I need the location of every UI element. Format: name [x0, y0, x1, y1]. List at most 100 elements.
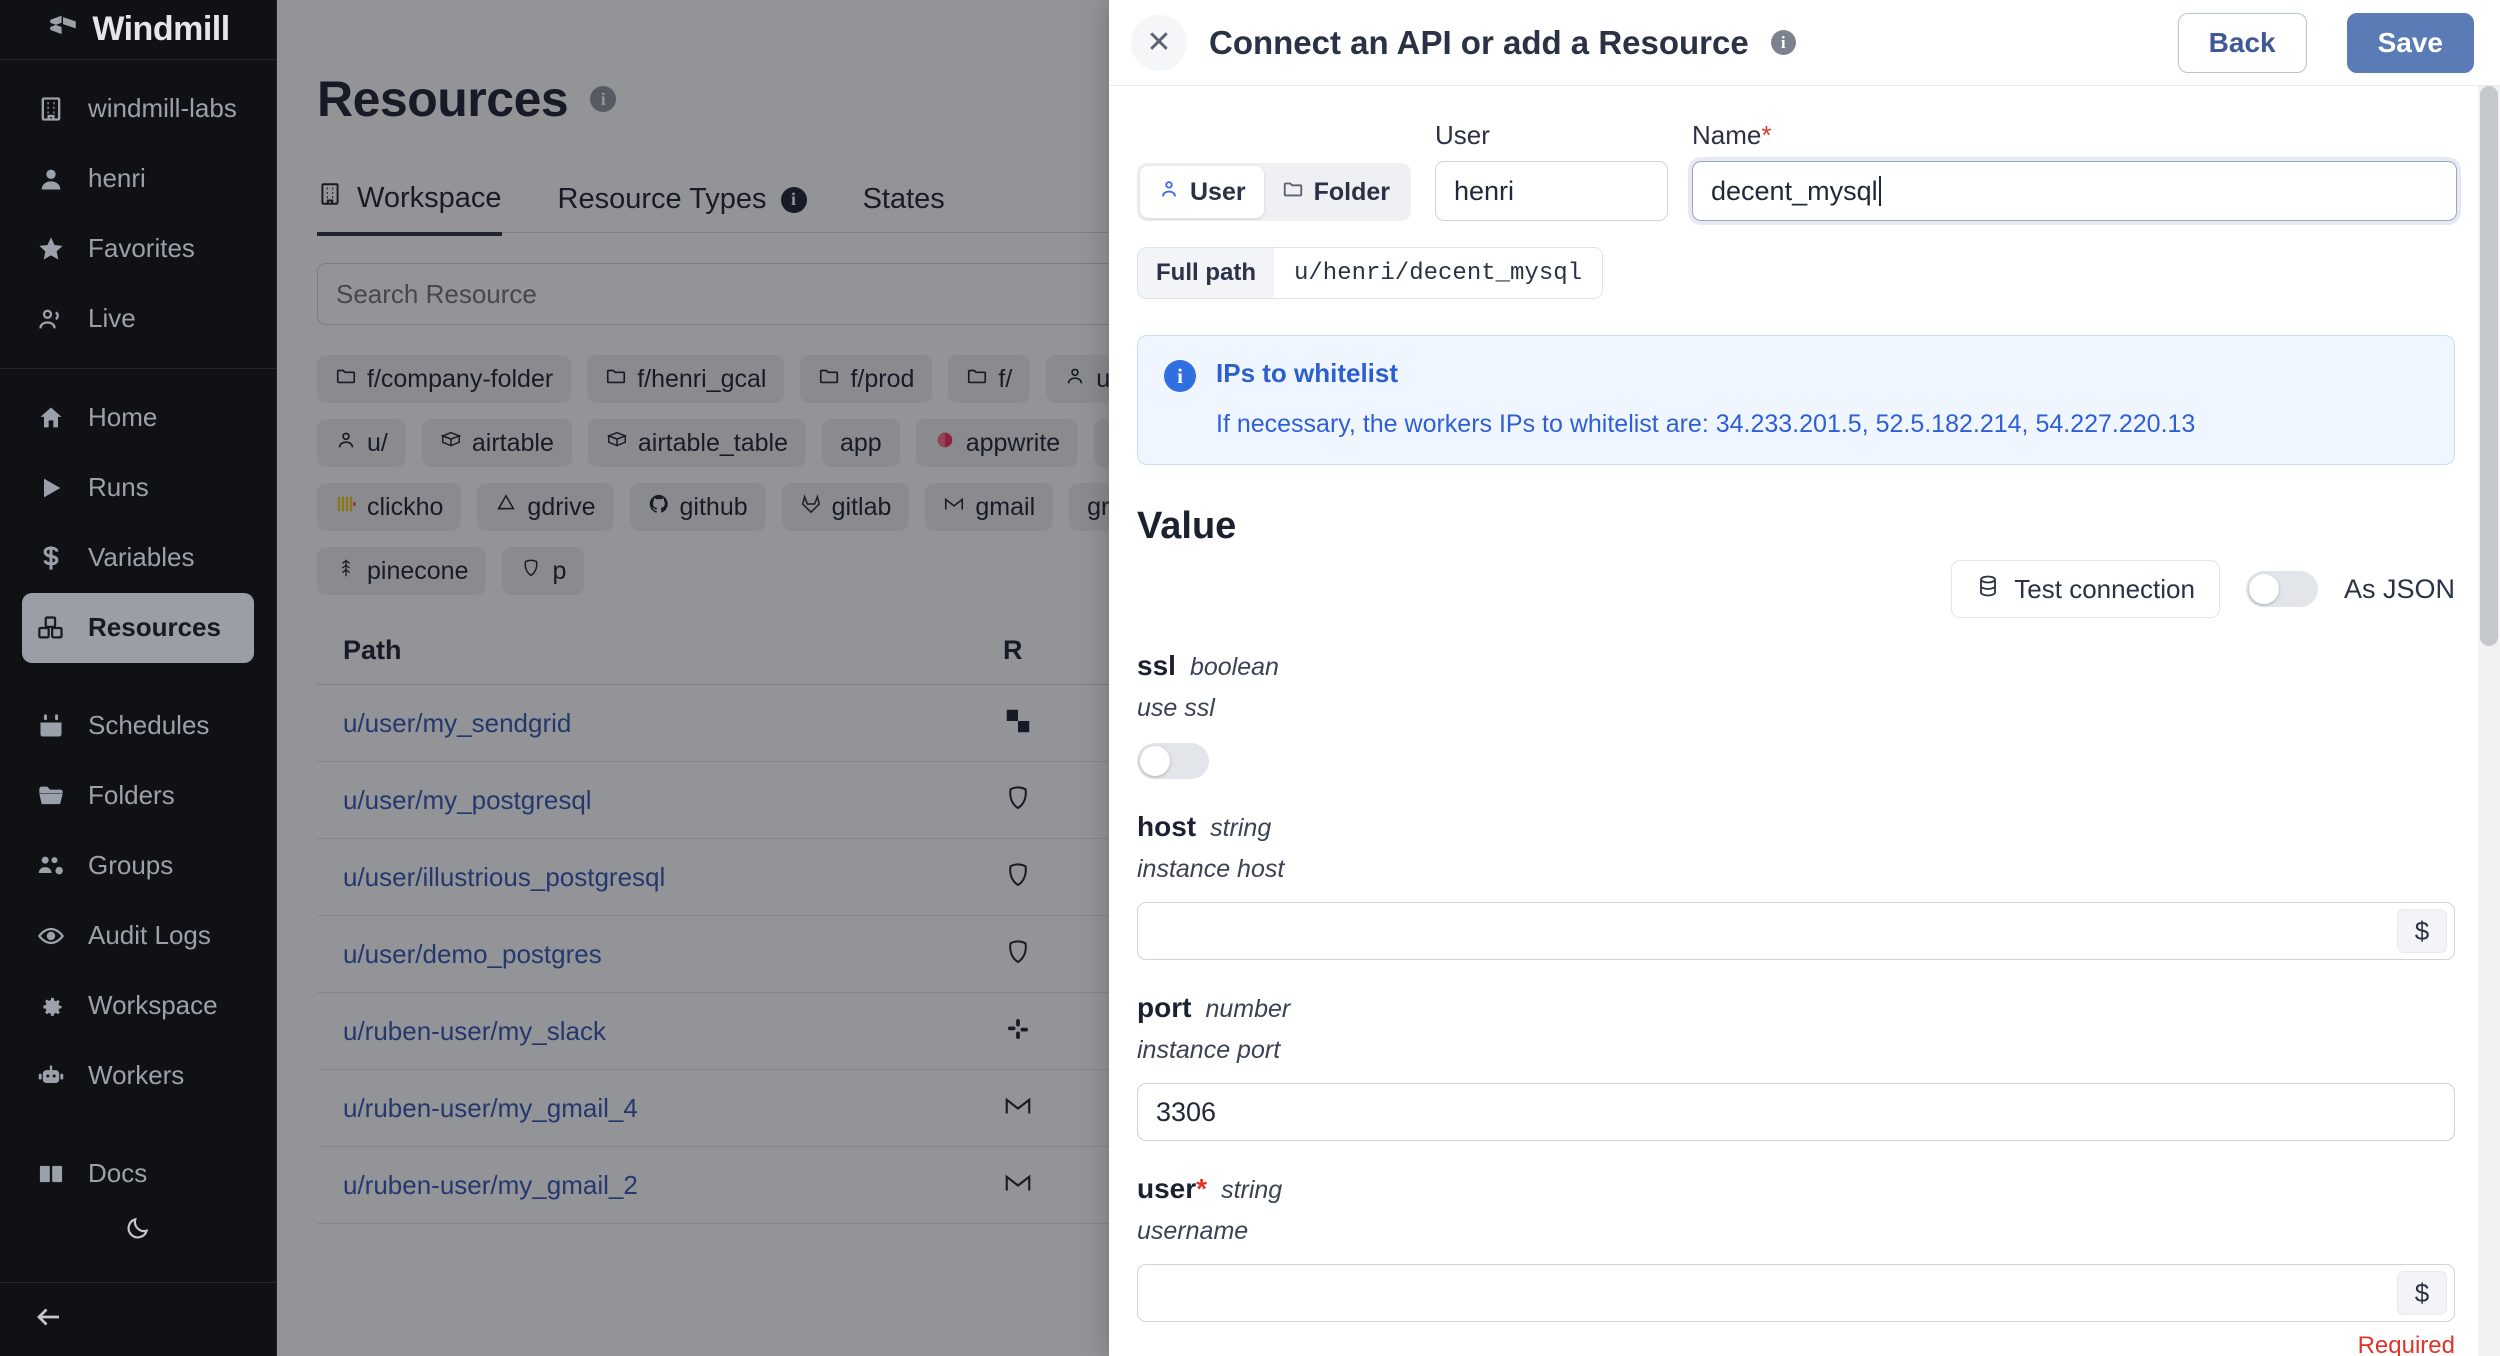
search-input[interactable]: Search Resource — [317, 263, 1647, 325]
name-input[interactable]: decent_mysql — [1692, 161, 2457, 221]
tab-workspace[interactable]: Workspace — [317, 180, 502, 236]
chip-label: f/henri_gcal — [637, 364, 767, 393]
filter-chip[interactable]: gitlab — [781, 483, 910, 531]
table-row[interactable]: u/ruben-user/my_gmail_4 — [317, 1070, 1647, 1147]
postgres-icon — [1003, 783, 1033, 818]
sidebar-item-variables[interactable]: Variables — [22, 523, 254, 593]
table-header: Path R — [317, 635, 1647, 685]
text-caret — [1878, 176, 1881, 206]
brand-name: Windmill — [92, 9, 230, 48]
resource-path-link[interactable]: u/ruben-user/my_gmail_4 — [343, 1092, 638, 1123]
table-row[interactable]: u/ruben-user/my_gmail_2 — [317, 1147, 1647, 1224]
pinecone-icon — [335, 557, 357, 586]
sidebar-item-favorites[interactable]: Favorites — [22, 214, 254, 284]
dollar-icon[interactable]: $ — [2397, 1271, 2447, 1315]
page-title-info-icon[interactable]: i — [590, 86, 617, 112]
ssl-toggle[interactable] — [1137, 743, 1209, 779]
property-port: port number instance port 3306 — [1137, 992, 2460, 1141]
drawer-title-info-icon[interactable]: i — [1770, 30, 1796, 55]
filter-chip[interactable]: github — [629, 483, 766, 531]
sidebar-top-group: windmill-labs henri Favorites Live — [0, 60, 276, 369]
sidebar-item-groups[interactable]: Groups — [22, 831, 254, 901]
resource-path-link[interactable]: u/user/my_postgresql — [343, 784, 592, 815]
sidebar-item-runs[interactable]: Runs — [22, 453, 254, 523]
resource-path-link[interactable]: u/user/illustrious_postgresql — [343, 861, 666, 892]
toggle-knob — [1140, 746, 1170, 776]
table-row[interactable]: u/user/demo_postgres — [317, 916, 1647, 993]
table-row[interactable]: u/user/my_sendgrid — [317, 685, 1647, 762]
filter-chip[interactable]: f/company-folder — [317, 355, 572, 403]
building-icon — [317, 180, 343, 216]
sidebar-item-audit-logs[interactable]: Audit Logs — [22, 901, 254, 971]
filter-chip[interactable]: f/ — [948, 355, 1031, 403]
sidebar-item-label: windmill-labs — [88, 93, 237, 124]
gmail-icon — [943, 493, 965, 522]
back-button[interactable]: Back — [2177, 12, 2307, 73]
filter-chip[interactable]: f/henri_gcal — [587, 355, 785, 403]
gear-icon — [36, 991, 66, 1021]
name-field: Name* decent_mysql — [1692, 120, 2457, 221]
theme-toggle[interactable] — [0, 1209, 276, 1268]
as-json-toggle[interactable] — [2245, 571, 2318, 607]
banner-title: IPs to whitelist — [1216, 358, 1399, 388]
resource-path-link[interactable]: u/user/demo_postgres — [343, 938, 602, 969]
property-ssl: ssl boolean use ssl — [1137, 650, 2460, 779]
filter-chip[interactable]: p — [502, 547, 585, 595]
sidebar-item-henri[interactable]: henri — [22, 144, 254, 214]
page-title: Resources — [317, 71, 569, 127]
dollar-icon[interactable]: $ — [2397, 909, 2447, 953]
filter-chip[interactable]: appwrite — [915, 419, 1079, 467]
tab-states[interactable]: States — [863, 183, 945, 236]
tab-info-icon[interactable]: i — [780, 186, 807, 213]
table-row[interactable]: u/user/my_postgresql — [317, 762, 1647, 839]
filter-chip[interactable]: clickho — [317, 483, 462, 531]
filter-chip[interactable]: pinecone — [317, 547, 487, 595]
sidebar-item-label: Workspace — [88, 990, 218, 1021]
sidebar-item-workers[interactable]: Workers — [22, 1041, 254, 1111]
test-connection-button[interactable]: Test connection — [1951, 560, 2220, 618]
filter-chip[interactable]: u/ — [317, 419, 406, 467]
book-icon — [36, 1159, 66, 1189]
save-button[interactable]: Save — [2346, 12, 2474, 73]
full-path-value: u/henri/decent_mysql — [1273, 248, 1603, 298]
sidebar-item-resources[interactable]: Resources — [22, 592, 254, 663]
full-path-label: Full path — [1138, 248, 1274, 298]
user-property-input[interactable] — [1138, 1265, 2397, 1321]
sidebar-item-workspace[interactable]: Workspace — [22, 971, 254, 1041]
resource-path-link[interactable]: u/user/my_sendgrid — [343, 707, 572, 738]
sidebar-collapse-button[interactable] — [0, 1281, 276, 1356]
table-row[interactable]: u/user/illustrious_postgresql — [317, 839, 1647, 916]
filter-chip[interactable]: airtable_table — [587, 419, 806, 467]
host-input[interactable] — [1138, 903, 2397, 959]
scrollbar-thumb[interactable] — [2480, 86, 2498, 646]
drawer-scrollbar[interactable] — [2478, 86, 2500, 1356]
segment-user[interactable]: User — [1140, 166, 1264, 218]
brand-logo[interactable]: Windmill — [0, 0, 276, 60]
close-icon[interactable]: ✕ — [1131, 14, 1187, 71]
sidebar-item-docs[interactable]: Docs — [22, 1139, 254, 1209]
sidebar-item-schedules[interactable]: Schedules — [22, 691, 254, 761]
port-input[interactable]: 3306 — [1138, 1084, 2454, 1140]
sidebar-item-folders[interactable]: Folders — [22, 761, 254, 831]
resource-path-link[interactable]: u/ruben-user/my_slack — [343, 1015, 606, 1046]
sidebar-item-home[interactable]: Home — [22, 383, 254, 453]
table-row[interactable]: u/ruben-user/my_slack — [317, 993, 1647, 1070]
property-type: number — [1205, 995, 1291, 1023]
filter-chip[interactable]: gmail — [925, 483, 1054, 531]
sidebar-item-windmill-labs[interactable]: windmill-labs — [22, 74, 254, 144]
tab-resource-types[interactable]: Resource Types i — [558, 183, 807, 236]
resource-path-link[interactable]: u/ruben-user/my_gmail_2 — [343, 1169, 638, 1200]
postgres-icon — [520, 557, 542, 586]
filter-chip[interactable]: app — [821, 419, 900, 467]
chip-label: pinecone — [367, 556, 469, 585]
sidebar-item-live[interactable]: Live — [22, 284, 254, 354]
user-input[interactable]: henri — [1435, 161, 1668, 221]
segment-folder[interactable]: Folder — [1264, 166, 1408, 218]
tab-label: Workspace — [357, 181, 502, 214]
filter-chip[interactable]: f/prod — [800, 355, 933, 403]
filter-chip[interactable]: gdrive — [477, 483, 614, 531]
folder-icon — [605, 365, 627, 394]
sidebar-item-label: Live — [88, 303, 136, 334]
filter-chip[interactable]: airtable — [421, 419, 572, 467]
